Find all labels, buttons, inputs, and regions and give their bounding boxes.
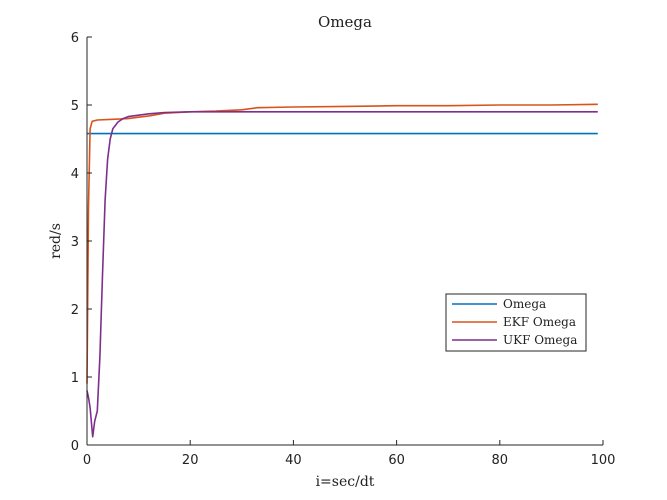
legend-items: Omega EKF Omega UKF Omega [452,297,577,347]
y-tick-label: 4 [71,167,79,182]
chart-title: Omega [318,13,372,31]
x-tick-label: 40 [285,453,302,468]
legend: Omega EKF Omega UKF Omega [445,293,587,352]
x-tick-label: 0 [83,453,91,468]
y-tick-label: 6 [71,31,79,46]
y-tick-label: 1 [71,371,79,386]
legend-label: EKF Omega [503,315,576,329]
x-tick-label: 100 [591,453,616,468]
x-ticks: 0 20 40 60 80 100 [83,440,616,468]
legend-label: Omega [503,297,546,311]
x-tick-label: 20 [182,453,199,468]
x-tick-label: 80 [492,453,509,468]
x-axis-label: i=sec/dt [316,474,375,490]
x-tick-label: 60 [388,453,405,468]
y-tick-label: 3 [71,235,79,250]
series-line-2 [86,111,598,438]
y-tick-label: 5 [71,99,79,114]
y-axis-label: red/s [48,223,64,259]
legend-label: UKF Omega [503,333,577,347]
plot-area [87,37,603,445]
y-ticks: 0 1 2 3 4 5 6 [71,31,92,454]
y-tick-label: 2 [71,303,79,318]
series-layer [86,103,598,438]
y-tick-label: 0 [71,439,79,454]
